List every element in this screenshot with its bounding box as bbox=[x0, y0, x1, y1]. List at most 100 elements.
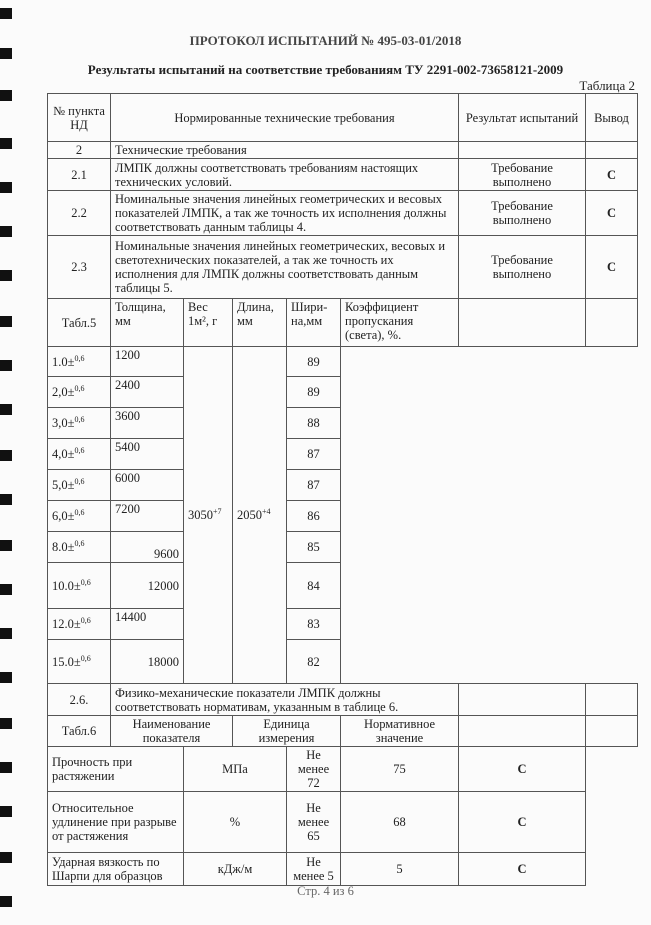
transmission-cell: 83 bbox=[286, 608, 341, 640]
empty-cell bbox=[458, 715, 586, 747]
document-title: ПРОТОКОЛ ИСПЫТАНИЙ № 495-03-01/2018 bbox=[189, 33, 462, 48]
row-req: Номинальные значения линейных геометриче… bbox=[110, 235, 459, 299]
indicator-result: 68 bbox=[340, 791, 459, 853]
row-req: Физико-механические показатели ЛМПК долж… bbox=[110, 683, 459, 716]
transmission-cell: 87 bbox=[286, 469, 341, 501]
transmission-cell: 87 bbox=[286, 438, 341, 470]
binding-holes bbox=[0, 0, 14, 925]
thickness-cell: 15.0±0,6 bbox=[47, 639, 111, 684]
thickness-cell: 2,0±0,6 bbox=[47, 376, 111, 408]
indicator-result: 5 bbox=[340, 852, 459, 886]
header-req: Нормированные технические требования bbox=[110, 93, 459, 142]
table-row: 2.3 Номинальные значения линейных геомет… bbox=[47, 235, 638, 299]
row-req: ЛМПК должны соответствовать требованиям … bbox=[110, 158, 459, 191]
header-row: № пункта НД Нормированные технические тр… bbox=[47, 93, 638, 142]
table-row: 2 Технические требования bbox=[47, 141, 638, 159]
indicator-name: Относительное удлинение при разрыве от р… bbox=[47, 791, 184, 853]
table-row: 2.2 Номинальные значения линейных геомет… bbox=[47, 190, 638, 236]
header-verdict: Вывод bbox=[585, 93, 638, 142]
row-verdict: С bbox=[585, 158, 638, 191]
indicator-unit: кДж/м bbox=[183, 852, 287, 886]
weight-cell: 7200 bbox=[110, 500, 184, 532]
indicator-verdict: С bbox=[458, 852, 586, 886]
weight-cell: 1200 bbox=[110, 346, 184, 377]
table5-header-thickness: Толщина, мм bbox=[110, 298, 184, 347]
thickness-cell: 8.0±0,6 bbox=[47, 531, 111, 563]
table6-row: Относительное удлинение при разрыве от р… bbox=[47, 791, 638, 853]
table5-header-length: Длина, мм bbox=[232, 298, 287, 347]
table6-row: Ударная вязкость по Шарпи для образцов к… bbox=[47, 852, 638, 886]
row-req: Номинальные значения линейных геометриче… bbox=[110, 190, 459, 236]
empty-cell bbox=[585, 715, 638, 747]
indicator-verdict: С bbox=[458, 746, 586, 792]
table6-header-row: Табл.6 Наименование показателя Единица и… bbox=[47, 715, 638, 747]
thickness-cell: 4,0±0,6 bbox=[47, 438, 111, 470]
table-label: Таблица 2 bbox=[579, 78, 635, 93]
table5-row: 5,0±0,6 6000 87 bbox=[47, 469, 638, 501]
table5-row: 10.0±0,6 12000 84 bbox=[47, 562, 638, 609]
table5-header-width: Шири-на,мм bbox=[286, 298, 341, 347]
page-number: Стр. 4 из 6 bbox=[297, 884, 354, 898]
thickness-cell: 6,0±0,6 bbox=[47, 500, 111, 532]
indicator-verdict: С bbox=[458, 791, 586, 853]
indicator-norm: Не менее 5 bbox=[286, 852, 341, 886]
table5-result-cell bbox=[458, 298, 586, 347]
table5-row: 3,0±0,6 3600 88 bbox=[47, 407, 638, 439]
table5-row: 1.0±0,6 1200 3050+7 2050+4 89 bbox=[47, 346, 638, 684]
table5-row: 15.0±0,6 18000 82 bbox=[47, 639, 638, 684]
table5-header-row: Табл.5 Толщина, мм Вес 1м², г Длина, мм … bbox=[47, 298, 638, 347]
indicator-norm: Не менее 65 bbox=[286, 791, 341, 853]
table-row: 2.1 ЛМПК должны соответствовать требован… bbox=[47, 158, 638, 191]
weight-cell: 2400 bbox=[110, 376, 184, 408]
row-verdict: С bbox=[585, 190, 638, 236]
row-num: 2.1 bbox=[47, 158, 111, 191]
row-num: 2 bbox=[47, 141, 111, 159]
row-verdict: С bbox=[585, 235, 638, 299]
row-num: 2.2 bbox=[47, 190, 111, 236]
width-cell: 2050+4 bbox=[232, 346, 287, 684]
transmission-cell: 82 bbox=[286, 639, 341, 684]
table5-row: 4,0±0,6 5400 87 bbox=[47, 438, 638, 470]
indicator-unit: МПа bbox=[183, 746, 287, 792]
weight-cell: 14400 bbox=[110, 608, 184, 640]
header-result: Результат испытаний bbox=[458, 93, 586, 142]
table5-row: 12.0±0,6 14400 83 bbox=[47, 608, 638, 640]
table5-row: 6,0±0,6 7200 86 bbox=[47, 500, 638, 532]
thickness-cell: 1.0±0,6 bbox=[47, 346, 111, 377]
indicator-result: 75 bbox=[340, 746, 459, 792]
header-num: № пункта НД bbox=[47, 93, 111, 142]
transmission-cell: 89 bbox=[286, 376, 341, 408]
transmission-cell: 88 bbox=[286, 407, 341, 439]
table5-header-transmission: Коэффициент пропускания (света), %. bbox=[340, 298, 459, 347]
weight-cell: 12000 bbox=[110, 562, 184, 609]
table6-header-norm: Нормативное значение bbox=[340, 715, 459, 747]
transmission-cell: 89 bbox=[286, 346, 341, 377]
transmission-cell: 84 bbox=[286, 562, 341, 609]
weight-cell: 18000 bbox=[110, 639, 184, 684]
table6-header-unit: Единица измерения bbox=[232, 715, 341, 747]
table6-header-name: Наименование показателя bbox=[110, 715, 233, 747]
indicator-name: Прочность при растяжении bbox=[47, 746, 184, 792]
row-verdict bbox=[585, 141, 638, 159]
transmission-cell: 86 bbox=[286, 500, 341, 532]
row-result: Требование выполнено bbox=[458, 190, 586, 236]
thickness-cell: 12.0±0,6 bbox=[47, 608, 111, 640]
table6-label: Табл.6 bbox=[47, 715, 111, 747]
row-result bbox=[458, 683, 586, 716]
indicator-unit: % bbox=[183, 791, 287, 853]
row-result bbox=[458, 141, 586, 159]
indicator-norm: Не менее 72 bbox=[286, 746, 341, 792]
table5-row: 2,0±0,6 2400 89 bbox=[47, 376, 638, 408]
table6-row: Прочность при растяжении МПа Не менее 72… bbox=[47, 746, 638, 792]
row-req: Технические требования bbox=[110, 141, 459, 159]
thickness-cell: 3,0±0,6 bbox=[47, 407, 111, 439]
thickness-cell: 10.0±0,6 bbox=[47, 562, 111, 609]
thickness-cell: 5,0±0,6 bbox=[47, 469, 111, 501]
table5-verdict-cell bbox=[585, 298, 638, 347]
row-result: Требование выполнено bbox=[458, 158, 586, 191]
document-subtitle: Результаты испытаний на соответствие тре… bbox=[87, 62, 564, 77]
row-verdict bbox=[585, 683, 638, 716]
indicator-name: Ударная вязкость по Шарпи для образцов bbox=[47, 852, 184, 886]
transmission-cell: 85 bbox=[286, 531, 341, 563]
table-row: 2.6. Физико-механические показатели ЛМПК… bbox=[47, 683, 638, 716]
